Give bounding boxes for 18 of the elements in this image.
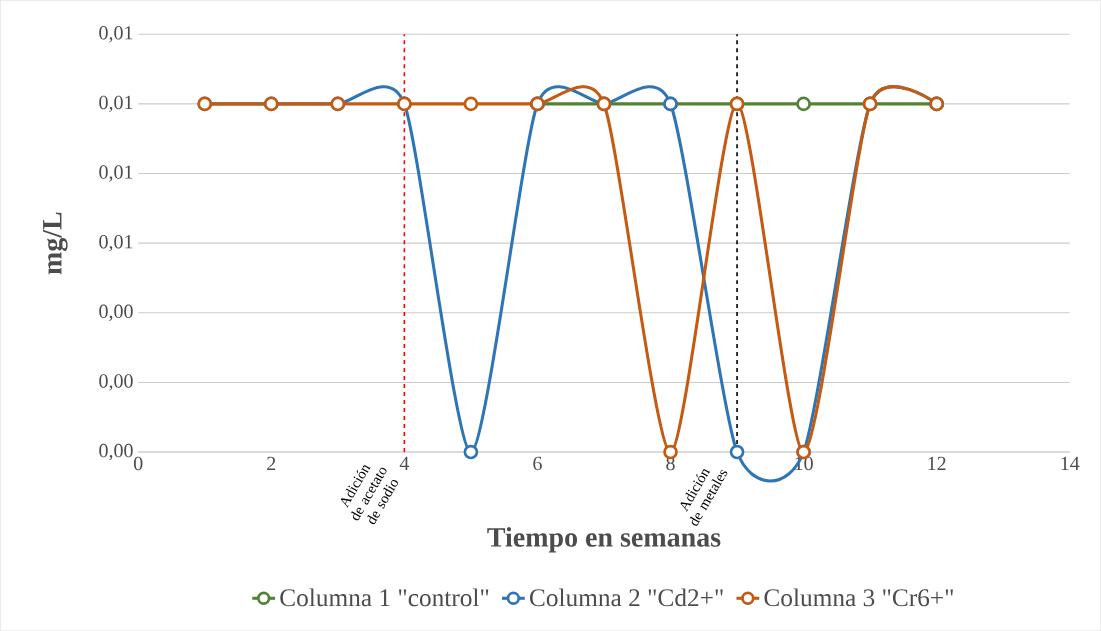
y-tick-label: 0,01 (99, 165, 133, 182)
x-tick-label: 12 (928, 456, 946, 470)
x-tick-label: 2 (267, 456, 276, 470)
x-tick-label: 6 (533, 456, 542, 471)
legend-label: Columna 2 "Cd2+" (530, 588, 723, 607)
y-axis-title: mg/L (42, 212, 68, 275)
y-tick-label: 0,01 (99, 234, 133, 252)
x-tick-label: 0 (133, 456, 143, 471)
y-tick-label: 0,00 (99, 304, 133, 321)
y-tick-label: 0,01 (99, 95, 133, 112)
legend-label: Columna 1 "control" (280, 588, 489, 607)
x-tick-label: 14 (1061, 456, 1080, 470)
y-tick-label: 0,00 (99, 443, 133, 461)
x-axis-title: Tiempo en semanas (487, 526, 721, 553)
y-tick-label: 0,01 (99, 25, 133, 43)
x-tick-label: 4 (399, 456, 410, 470)
y-tick-label: 0,00 (99, 374, 133, 391)
legend-label: Columna 3 "Cr6+" (764, 588, 953, 607)
